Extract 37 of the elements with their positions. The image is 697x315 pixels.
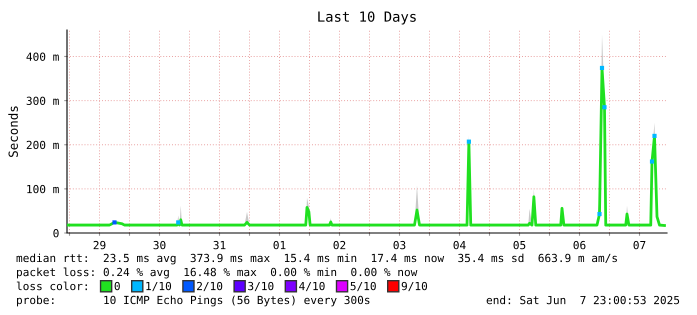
legend-label: 0: [114, 282, 120, 290]
x-tick-label: 04: [454, 240, 466, 250]
point: [600, 66, 604, 70]
point: [112, 220, 117, 224]
text: packet loss: 0.24 % avg 16.48 % max 0.00 % min 0.00 % now: [17, 268, 418, 278]
y-tick-label: 300 m: [26, 96, 59, 106]
x-tick-label: 05: [514, 240, 526, 250]
y-tick-label: 100 m: [27, 184, 59, 194]
point: [602, 105, 607, 110]
point: [650, 159, 654, 164]
x-tick-label: 29: [94, 240, 106, 250]
text: probe: 10 ICMP Echo Pings (56 Bytes) every 300s: [17, 296, 370, 306]
x-tick-label: 30: [154, 240, 166, 250]
legend-label: 4/10: [299, 282, 325, 292]
text: end: Sat Jun 7 23:00:53 2025: [486, 296, 680, 304]
y-tick-label: 400 m: [26, 52, 59, 61]
text: median rtt: 23.5 ms avg 373.9 ms max 15.4 ms min 17.4 ms now 35.4 ms sd 663.9 m am/s: [16, 254, 617, 264]
point: [466, 140, 471, 144]
x-tick-label: 06: [574, 240, 586, 250]
legend-label: 5/10: [350, 282, 376, 292]
point: [652, 134, 657, 138]
x-tick-label: 03: [394, 240, 406, 250]
legend-label: 1/10: [146, 282, 172, 292]
chart-title: Last 10 Days: [318, 11, 416, 25]
point: [597, 212, 602, 216]
y-axis-title: Seconds: [8, 106, 18, 157]
point: [176, 220, 180, 224]
legend-title: loss color:: [16, 282, 87, 290]
x-tick-label: 02: [334, 240, 346, 250]
legend-label: 3/10: [248, 282, 274, 292]
legend-label: 2/10: [197, 282, 222, 292]
legend-label: 9/10: [402, 282, 428, 292]
x-tick-label: 07: [634, 240, 646, 250]
x-tick-label: 01: [274, 240, 286, 250]
x-tick-label: 31: [214, 240, 226, 250]
y-tick-label: 200 m: [26, 140, 59, 150]
y-tick-label: 0: [53, 229, 59, 238]
